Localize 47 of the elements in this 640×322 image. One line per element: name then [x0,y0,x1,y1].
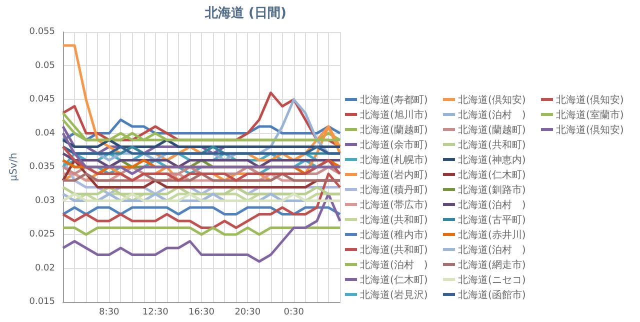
legend-label: 北海道(共和町) [458,138,526,152]
y-tick-label: 0.03 [34,196,55,206]
legend-label: 北海道(倶知安) [556,124,624,136]
legend-label: 北海道(泊村 ) [458,198,526,212]
y-tick-label: 0.045 [29,94,55,104]
legend-label: 北海道(古平町) [458,214,526,226]
y-tick-label: 0.05 [34,60,55,71]
legend-label: 北海道(倶知安) [458,94,526,106]
x-tick-label: 0:30 [284,308,304,318]
legend-label: 北海道(札幌市) [360,154,428,166]
legend-label: 北海道(神恵内) [458,154,526,166]
legend-label: 北海道(仁木町) [360,274,428,286]
legend-label: 北海道(旭川市) [360,108,428,122]
legend-label: 北海道(網走市) [458,258,526,272]
x-tick-label: 20:30 [234,308,261,318]
legend-label: 北海道(稚内市) [360,228,428,242]
legend-label: 北海道(赤井川) [458,228,526,242]
y-tick-label: 0.055 [29,27,55,37]
legend-label: 北海道(岩見沢) [360,288,428,302]
legend-label: 北海道(泊村 ) [458,244,526,256]
y-tick-label: 0.04 [34,128,56,138]
legend-label: 北海道(函館市) [458,288,526,302]
legend-label: 北海道(蘭越町) [458,124,526,136]
legend-label: 北海道(積丹町) [360,184,428,196]
legend-label: 北海道(岩内町) [360,168,428,182]
y-tick-label: 0.02 [34,263,55,274]
legend-label: 北海道(泊村 ) [458,108,526,122]
y-axis-title: μSv/h [8,152,20,182]
legend-label: 北海道(倶知安) [556,94,624,106]
legend-label: 北海道(仁木町) [458,168,526,182]
chart-title: 北海道 (日間) [204,6,286,21]
legend-label: 北海道(蘭越町) [360,124,428,136]
legend-label: 北海道(室蘭市) [556,108,624,122]
legend-label: 北海道(余市町) [360,138,428,152]
x-tick-label: 16:30 [188,308,215,318]
legend-label: 北海道(ニセコ) [458,274,526,286]
y-tick-label: 0.025 [29,230,55,240]
x-tick-label: 12:30 [142,308,169,318]
y-tick-label: 0.035 [29,162,55,172]
x-tick-label: 8:30 [99,308,120,318]
y-tick-label: 0.015 [29,297,55,307]
legend-label: 北海道(泊村 ) [360,258,428,272]
legend-label: 北海道(共和町) [360,214,428,226]
legend-label: 北海道(帯広市) [360,198,428,212]
legend-label: 北海道(寿都町) [360,94,428,106]
legend-label: 北海道(釧路市) [458,184,526,196]
legend-label: 北海道(共和町) [360,244,428,256]
